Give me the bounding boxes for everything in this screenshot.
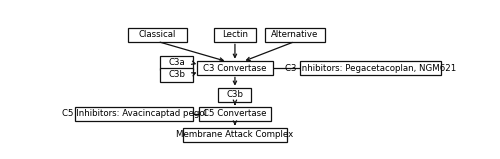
- Text: Membrane Attack Complex: Membrane Attack Complex: [176, 130, 294, 139]
- FancyBboxPatch shape: [128, 28, 186, 42]
- FancyBboxPatch shape: [160, 55, 194, 70]
- Text: Classical: Classical: [139, 31, 176, 39]
- FancyBboxPatch shape: [75, 107, 194, 121]
- FancyBboxPatch shape: [160, 68, 194, 82]
- Text: C3 Inhibitors: Pegacetacoplan, NGM621: C3 Inhibitors: Pegacetacoplan, NGM621: [285, 64, 456, 73]
- FancyBboxPatch shape: [182, 128, 287, 142]
- FancyBboxPatch shape: [218, 88, 252, 102]
- Text: C3b: C3b: [168, 70, 186, 79]
- FancyBboxPatch shape: [265, 28, 325, 42]
- Text: C5 Convertase: C5 Convertase: [203, 109, 266, 118]
- FancyBboxPatch shape: [300, 61, 442, 75]
- Text: C5 Inhibitors: Avacincaptad pegol: C5 Inhibitors: Avacincaptad pegol: [62, 109, 206, 118]
- FancyBboxPatch shape: [197, 61, 272, 75]
- FancyBboxPatch shape: [199, 107, 271, 121]
- Text: Lectin: Lectin: [222, 31, 248, 39]
- Text: C3b: C3b: [226, 90, 244, 100]
- Text: C3 Convertase: C3 Convertase: [203, 64, 266, 73]
- Text: C3a: C3a: [168, 58, 185, 67]
- FancyBboxPatch shape: [214, 28, 256, 42]
- Text: Alternative: Alternative: [272, 31, 318, 39]
